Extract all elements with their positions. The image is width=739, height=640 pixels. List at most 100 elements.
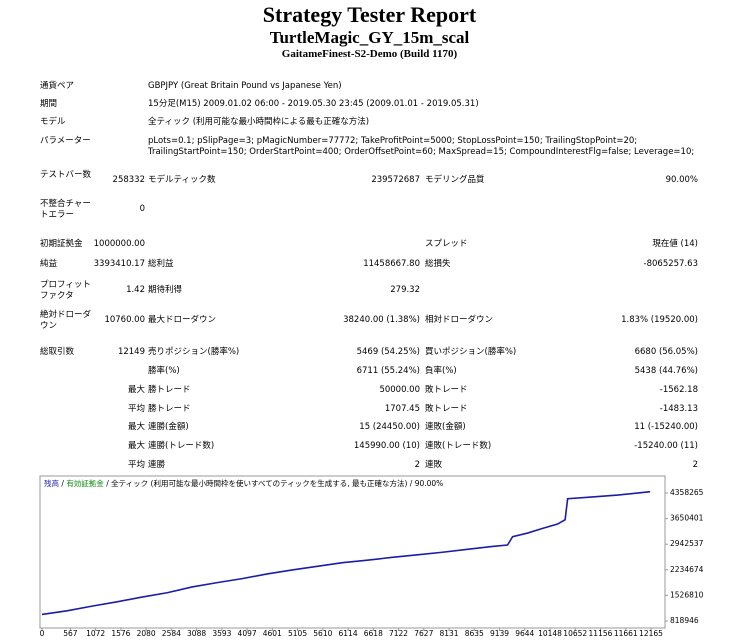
legend-entry: 残高 — [44, 478, 61, 488]
stat-value: 90.00% — [665, 175, 698, 185]
x-tick-label: 12165 — [639, 629, 663, 638]
x-tick-label: 2584 — [162, 629, 181, 638]
stat-label: 相対ドローダウン — [425, 315, 494, 325]
stat-label: 連敗(金額) — [425, 422, 466, 432]
stat-value: 6711 (55.24%) — [356, 366, 420, 376]
y-tick-label: 2234674 — [670, 565, 704, 574]
stat-value: 2 — [692, 460, 698, 470]
stat-value: -8065257.63 — [643, 259, 698, 269]
stat-label: 勝トレード — [148, 385, 191, 395]
stat-label: 敗トレード — [425, 404, 468, 414]
stat-label: 連勝(金額) — [148, 422, 189, 432]
x-tick-label: 8131 — [439, 629, 458, 638]
stat-value: 2 — [414, 460, 420, 470]
field-value: 全ティック (利用可能な最小時間枠による最も正確な方法) — [148, 117, 370, 127]
legend-separator: / — [106, 479, 111, 488]
field-value: 15分足(M15) 2009.01.02 06:00 - 2019.05.30 … — [148, 99, 479, 109]
stat-value: 平均 — [127, 404, 145, 414]
stat-label: テストバー数 — [40, 170, 92, 180]
stat-value: 15 (24450.00) — [359, 422, 420, 432]
stat-label: 連敗 — [425, 460, 443, 470]
stat-value: 平均 — [127, 460, 145, 470]
stat-label: スプレッド — [425, 239, 468, 249]
stat-label: 敗トレード — [425, 385, 468, 395]
x-tick-label: 6114 — [339, 629, 358, 638]
stat-label: 期待利得 — [148, 285, 183, 295]
field-value: GBPJPY (Great Britain Pound vs Japanese … — [148, 81, 342, 91]
stat-label: 売りポジション(勝率%) — [148, 347, 240, 357]
stat-label: 不整合チャートエラー — [40, 199, 91, 220]
x-tick-label: 4097 — [238, 629, 257, 638]
field-label: 通貨ペア — [40, 81, 75, 91]
stat-label: 純益 — [40, 259, 58, 269]
expert-name: TurtleMagic_GY_15m_scal — [269, 28, 470, 47]
balance-line — [41, 490, 651, 616]
stat-value: 239572687 — [371, 175, 420, 185]
plot-frame — [39, 475, 666, 629]
x-tick-label: 7122 — [389, 629, 408, 638]
stat-label: 連敗(トレード数) — [425, 441, 492, 451]
x-tick-label: 8635 — [465, 629, 484, 638]
x-tick-label: 9644 — [515, 629, 534, 638]
x-tick-label: 10652 — [563, 629, 587, 638]
stat-value: 1000000.00 — [93, 239, 145, 249]
x-tick-label: 1072 — [86, 629, 105, 638]
y-tick-label: 818946 — [670, 616, 699, 625]
stat-label: 初期証拠金 — [40, 239, 83, 249]
field-label: 期間 — [40, 99, 58, 109]
stat-value: -1562.18 — [659, 385, 698, 395]
stat-value: 3393410.17 — [93, 259, 145, 269]
y-tick-label: 4358265 — [670, 488, 704, 497]
x-tick-label: 9139 — [490, 629, 509, 638]
stat-value: 50000.00 — [379, 385, 420, 395]
x-tick-label: 3593 — [212, 629, 231, 638]
stat-label: 勝率(%) — [148, 366, 180, 376]
stat-value: 11458667.80 — [363, 259, 420, 269]
x-tick-label: 1576 — [111, 629, 130, 638]
x-tick-label: 6618 — [364, 629, 383, 638]
stat-label: 買いポジション(勝率%) — [425, 347, 517, 357]
stat-label: 総損失 — [425, 259, 451, 269]
x-tick-label: 3088 — [187, 629, 206, 638]
stat-value: 1.83% (19520.00) — [621, 315, 698, 325]
y-tick-label: 1526810 — [670, 590, 704, 599]
x-tick-label: 567 — [63, 629, 78, 638]
x-tick-label: 7627 — [414, 629, 433, 638]
legend-note: 全ティック (利用可能な最小時間枠を使いすべてのティックを生成する, 最も正確な… — [111, 478, 443, 488]
legend: 残高 / 有効証拠金 / 全ティック (利用可能な最小時間枠を使いすべてのティッ… — [44, 478, 443, 488]
stat-value: 最大 — [127, 441, 145, 451]
stat-label: 連勝(トレード数) — [148, 441, 215, 451]
report-title: Strategy Tester Report — [262, 2, 477, 27]
stat-value: 1.42 — [126, 285, 145, 295]
stat-label: 最大ドローダウン — [148, 315, 217, 325]
stat-value: 145990.00 (10) — [353, 441, 420, 451]
broker: GaitameFinest-S2-Demo (Build 1170) — [281, 48, 458, 60]
x-tick-label: 4601 — [263, 629, 282, 638]
stat-label: 連勝 — [148, 460, 166, 470]
stat-value: 279.32 — [390, 285, 420, 295]
x-tick-label: 11661 — [614, 629, 638, 638]
stat-value: 6680 (56.05%) — [634, 347, 698, 357]
stat-value: 258332 — [112, 175, 145, 185]
y-tick-label: 2942537 — [670, 539, 704, 548]
field-label: パラメーター — [40, 136, 91, 146]
stat-label: プロフィットファクタ — [40, 280, 91, 301]
stat-value: 5438 (44.76%) — [634, 366, 698, 376]
stat-label: モデリング品質 — [425, 175, 485, 185]
stat-value: 11 (-15240.00) — [634, 422, 698, 432]
x-tick-label: 0 — [40, 629, 45, 638]
stat-value: 1707.45 — [384, 404, 420, 414]
stat-label: 負率(%) — [425, 366, 457, 376]
x-tick-label: 5105 — [288, 629, 307, 638]
stat-value: 38240.00 (1.38%) — [343, 315, 420, 325]
stat-value: 現在値 (14) — [652, 239, 698, 249]
stat-value: -15240.00 (11) — [634, 441, 698, 451]
stat-value: 12149 — [117, 347, 145, 357]
x-tick-label: 11156 — [589, 629, 613, 638]
field-label: モデル — [40, 117, 66, 127]
stat-label: 総取引数 — [40, 347, 75, 357]
legend-separator: / — [61, 479, 66, 488]
x-tick-label: 2080 — [137, 629, 156, 638]
x-tick-label: 5610 — [313, 629, 332, 638]
